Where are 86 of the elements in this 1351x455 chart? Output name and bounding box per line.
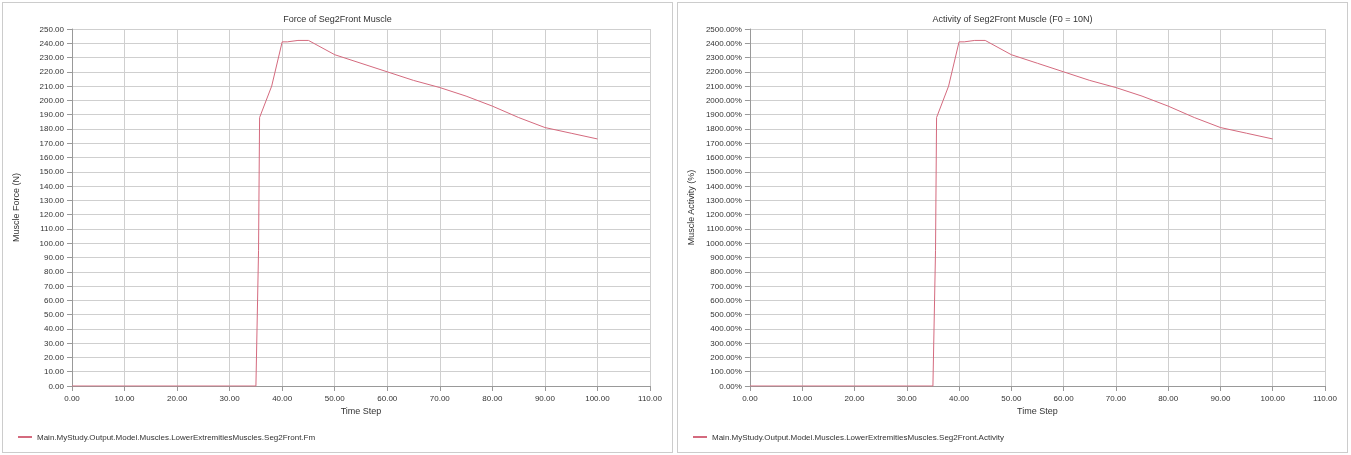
x-tick-label: 30.00	[219, 393, 241, 403]
x-axis-title: Time Step	[340, 406, 382, 417]
y-tick-label: 300.00%	[710, 338, 742, 348]
y-tick-label: 200.00	[39, 95, 65, 105]
y-tick-label: 250.00	[39, 24, 65, 34]
x-tick-label: 40.00	[272, 393, 293, 403]
y-tick-label: 230.00	[39, 53, 65, 63]
chart-title: Force of Seg2Front Muscle	[283, 13, 392, 24]
y-tick-label: 90.00	[43, 252, 65, 262]
y-tick-label: 2500.00%	[705, 24, 742, 34]
y-axis-title: Muscle Force (N)	[10, 172, 21, 243]
y-tick-label: 170.00	[39, 138, 65, 148]
y-tick-label: 1900.00%	[705, 110, 742, 120]
x-tick-label: 10.00	[792, 393, 813, 403]
y-tick-label: 500.00%	[710, 310, 742, 320]
x-axis-title: Time Step	[1017, 406, 1058, 417]
x-tick-label: 90.00	[1210, 393, 1231, 403]
x-tick-label: 10.00	[114, 393, 136, 403]
y-tick-label: 1500.00%	[705, 167, 742, 177]
y-tick-label: 140.00	[39, 181, 65, 191]
y-tick-label: 2100.00%	[705, 81, 742, 91]
line-series	[71, 39, 598, 387]
y-tick-label: 160.00	[39, 153, 65, 163]
x-tick-label: 20.00	[167, 393, 188, 403]
x-tick-label: 80.00	[1158, 393, 1179, 403]
x-tick-label: 110.00	[1313, 393, 1338, 403]
y-tick-label: 1100.00%	[706, 224, 742, 234]
y-tick-label: 220.00	[39, 67, 65, 77]
x-tick-label: 50.00	[1001, 393, 1022, 403]
chart-title: Activity of Seg2Front Muscle (F0 = 10N)	[932, 13, 1093, 24]
x-tick-label: 0.00	[64, 393, 81, 403]
legend-label: Main.MyStudy.Output.Model.Muscles.LowerExtremitiesMuscles.Seg2Front.Fm	[37, 432, 316, 442]
y-tick-label: 2300.00%	[705, 53, 742, 63]
y-tick-label: 30.00	[43, 338, 65, 348]
y-tick-label: 40.00	[43, 324, 65, 334]
y-tick-label: 70.00	[43, 281, 65, 291]
y-tick-label: 130.00	[39, 195, 65, 205]
x-tick-label: 60.00	[1053, 393, 1075, 403]
y-tick-label: 600.00%	[710, 295, 742, 305]
y-tick-label: 180.00	[39, 124, 65, 134]
y-tick-label: 190.00	[39, 110, 65, 120]
x-tick-label: 50.00	[324, 393, 346, 403]
x-tick-label: 80.00	[482, 393, 503, 403]
y-tick-label: 50.00	[43, 310, 65, 320]
x-tick-label: 100.00	[1260, 393, 1286, 403]
x-tick-label: 40.00	[949, 393, 970, 403]
line-series	[749, 39, 1274, 387]
y-tick-label: 20.00	[43, 352, 65, 362]
y-tick-label: 0.00	[48, 381, 65, 391]
x-tick-label: 70.00	[429, 393, 451, 403]
x-tick-label: 70.00	[1105, 393, 1127, 403]
y-tick-label: 100.00%	[710, 367, 742, 377]
y-tick-label: 2200.00%	[705, 67, 742, 77]
y-tick-label: 10.00	[43, 367, 65, 377]
y-axis-title: Muscle Activity (%)	[685, 169, 696, 246]
y-tick-label: 1700.00%	[705, 138, 742, 148]
x-tick-label: 30.00	[896, 393, 918, 403]
y-tick-label: 1300.00%	[705, 195, 742, 205]
y-tick-label: 2000.00%	[705, 95, 742, 105]
y-tick-label: 200.00%	[710, 352, 742, 362]
y-tick-label: 700.00%	[710, 281, 742, 291]
legend-label: Main.MyStudy.Output.Model.Muscles.LowerExtremitiesMuscles.Seg2Front.Activity	[712, 432, 1004, 442]
x-tick-label: 90.00	[534, 393, 556, 403]
y-tick-label: 0.00%	[719, 381, 742, 391]
y-tick-label: 110.00	[40, 224, 65, 234]
y-tick-label: 120.00	[39, 210, 65, 220]
y-tick-label: 400.00%	[710, 324, 742, 334]
y-tick-label: 60.00	[43, 295, 65, 305]
x-tick-label: 100.00	[585, 393, 611, 403]
y-tick-label: 240.00	[39, 38, 65, 48]
y-tick-label: 1200.00%	[705, 210, 742, 220]
y-tick-label: 210.00	[39, 81, 65, 91]
x-tick-label: 60.00	[377, 393, 398, 403]
y-tick-label: 1600.00%	[705, 153, 742, 163]
x-tick-label: 20.00	[844, 393, 866, 403]
y-tick-label: 80.00	[43, 267, 65, 277]
y-tick-label: 1400.00%	[705, 181, 742, 191]
y-tick-label: 800.00%	[710, 267, 742, 277]
x-tick-label: 110.00	[638, 393, 663, 403]
y-tick-label: 150.00	[39, 167, 65, 177]
y-tick-label: 100.00	[39, 238, 65, 248]
x-tick-label: 0.00	[742, 393, 759, 403]
y-tick-label: 1000.00%	[705, 238, 742, 248]
y-tick-label: 2400.00%	[705, 38, 742, 48]
y-tick-label: 900.00%	[710, 252, 742, 262]
y-tick-label: 1800.00%	[705, 124, 742, 134]
